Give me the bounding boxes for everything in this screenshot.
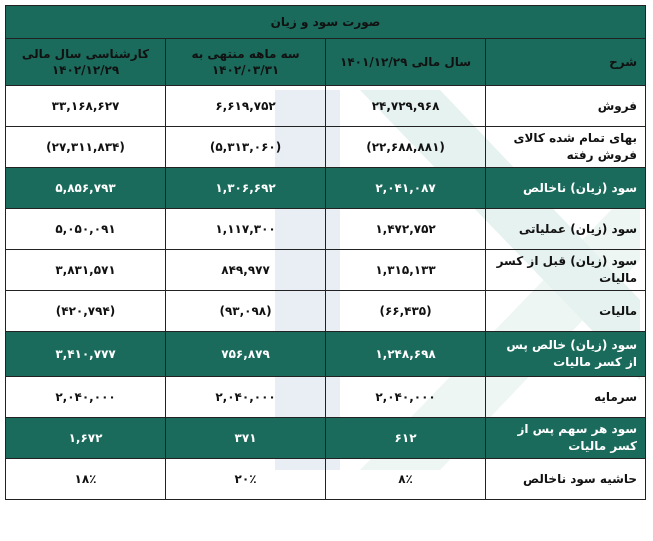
- row-value-three-month: ۲,۰۴۰,۰۰۰: [165, 376, 327, 418]
- table-row: مالیات (۶۶,۴۳۵) (۹۳,۰۹۸) (۴۲۰,۷۹۴): [4, 290, 647, 332]
- row-value-forecast: ۳,۸۳۱,۵۷۱: [4, 249, 167, 291]
- header-three-month-line1: سه ماهه منتهی به: [191, 47, 300, 61]
- header-description: شرح: [485, 38, 647, 86]
- header-forecast-line1: کارشناسی سال مالی: [21, 47, 150, 61]
- row-value-forecast: (۴۲۰,۷۹۴): [4, 290, 167, 332]
- table-row: سود هر سهم پس از کسر مالیات ۶۱۲ ۳۷۱ ۱,۶۷…: [4, 417, 647, 459]
- row-label: سود هر سهم پس از کسر مالیات: [485, 417, 647, 459]
- row-value-fiscal-year: ۱,۲۴۸,۶۹۸: [325, 331, 487, 377]
- table-row: سود (زیان) عملیاتی ۱,۴۷۲,۷۵۲ ۱,۱۱۷,۳۰۰ ۵…: [4, 208, 647, 250]
- header-three-month-line2: ۱۴۰۲/۰۳/۳۱: [211, 63, 280, 77]
- row-value-three-month: ۶,۶۱۹,۷۵۲: [165, 85, 327, 127]
- income-statement-table: صورت سود و زیان شرح سال مالی ۱۴۰۱/۱۲/۲۹ …: [4, 5, 647, 500]
- row-value-forecast: ۵,۸۵۶,۷۹۳: [4, 167, 167, 209]
- row-label: بهای تمام شده کالای فروش رفته: [485, 126, 647, 168]
- row-value-fiscal-year: ۱,۳۱۵,۱۳۳: [325, 249, 487, 291]
- row-value-three-month: ۸۴۹,۹۷۷: [165, 249, 327, 291]
- header-row: شرح سال مالی ۱۴۰۱/۱۲/۲۹ سه ماهه منتهی به…: [4, 38, 647, 86]
- row-value-three-month: (۵,۳۱۳,۰۶۰): [165, 126, 327, 168]
- row-label: سود (زیان) قبل از کسر مالیات: [485, 249, 647, 291]
- row-value-forecast: ۱۸٪: [4, 458, 167, 500]
- row-value-fiscal-year: (۲۲,۶۸۸,۸۸۱): [325, 126, 487, 168]
- row-value-fiscal-year: ۲,۰۴۱,۰۸۷: [325, 167, 487, 209]
- table-row: فروش ۲۴,۷۲۹,۹۶۸ ۶,۶۱۹,۷۵۲ ۳۳,۱۶۸,۶۲۷: [4, 85, 647, 127]
- row-label: حاشیه سود ناخالص: [485, 458, 647, 500]
- row-value-forecast: ۲,۰۴۰,۰۰۰: [4, 376, 167, 418]
- row-value-forecast: ۳۳,۱۶۸,۶۲۷: [4, 85, 167, 127]
- row-value-three-month: ۳۷۱: [165, 417, 327, 459]
- row-label: سود (زیان) ناخالص: [485, 167, 647, 209]
- row-value-three-month: ۷۵۶,۸۷۹: [165, 331, 327, 377]
- header-forecast-line2: ۱۴۰۲/۱۲/۲۹: [51, 63, 120, 77]
- table-title: صورت سود و زیان: [4, 5, 647, 39]
- row-value-fiscal-year: ۶۱۲: [325, 417, 487, 459]
- row-value-three-month: ۱,۱۱۷,۳۰۰: [165, 208, 327, 250]
- row-value-forecast: ۳,۴۱۰,۷۷۷: [4, 331, 167, 377]
- header-three-month: سه ماهه منتهی به ۱۴۰۲/۰۳/۳۱: [165, 38, 327, 86]
- header-fiscal-year: سال مالی ۱۴۰۱/۱۲/۲۹: [325, 38, 487, 86]
- row-label: فروش: [485, 85, 647, 127]
- table-row: سود (زیان) ناخالص ۲,۰۴۱,۰۸۷ ۱,۳۰۶,۶۹۲ ۵,…: [4, 167, 647, 209]
- row-value-fiscal-year: ۲,۰۴۰,۰۰۰: [325, 376, 487, 418]
- header-forecast: کارشناسی سال مالی ۱۴۰۲/۱۲/۲۹: [4, 38, 167, 86]
- row-label: سود (زیان) خالص پس از کسر مالیات: [485, 331, 647, 377]
- row-value-three-month: ۱,۳۰۶,۶۹۲: [165, 167, 327, 209]
- row-value-fiscal-year: ۲۴,۷۲۹,۹۶۸: [325, 85, 487, 127]
- title-row: صورت سود و زیان: [4, 5, 647, 39]
- row-value-fiscal-year: (۶۶,۴۳۵): [325, 290, 487, 332]
- row-value-forecast: (۲۷,۳۱۱,۸۳۴): [4, 126, 167, 168]
- row-label: سود (زیان) عملیاتی: [485, 208, 647, 250]
- row-value-forecast: ۱,۶۷۲: [4, 417, 167, 459]
- row-label: سرمایه: [485, 376, 647, 418]
- table-row: سود (زیان) قبل از کسر مالیات ۱,۳۱۵,۱۳۳ ۸…: [4, 249, 647, 291]
- table-row: حاشیه سود ناخالص ۸٪ ۲۰٪ ۱۸٪: [4, 458, 647, 500]
- row-value-forecast: ۵,۰۵۰,۰۹۱: [4, 208, 167, 250]
- table-row: سود (زیان) خالص پس از کسر مالیات ۱,۲۴۸,۶…: [4, 331, 647, 377]
- income-statement: صورت سود و زیان شرح سال مالی ۱۴۰۱/۱۲/۲۹ …: [4, 5, 647, 500]
- table-row: بهای تمام شده کالای فروش رفته (۲۲,۶۸۸,۸۸…: [4, 126, 647, 168]
- row-value-three-month: ۲۰٪: [165, 458, 327, 500]
- row-value-three-month: (۹۳,۰۹۸): [165, 290, 327, 332]
- row-value-fiscal-year: ۱,۴۷۲,۷۵۲: [325, 208, 487, 250]
- row-label: مالیات: [485, 290, 647, 332]
- table-row: سرمایه ۲,۰۴۰,۰۰۰ ۲,۰۴۰,۰۰۰ ۲,۰۴۰,۰۰۰: [4, 376, 647, 418]
- row-value-fiscal-year: ۸٪: [325, 458, 487, 500]
